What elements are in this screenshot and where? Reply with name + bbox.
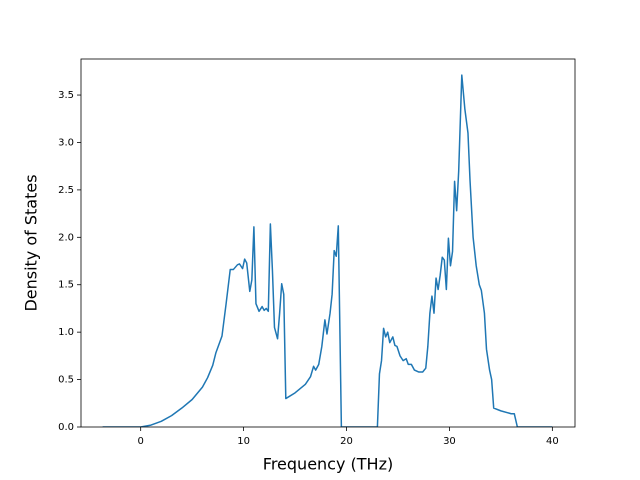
y-tick-label: 2.5 (58, 185, 74, 196)
y-tick-label: 3.5 (58, 90, 74, 101)
y-axis-label: Density of States (22, 174, 41, 311)
y-tick-label: 1.5 (58, 280, 74, 291)
x-tick-label: 10 (237, 436, 250, 447)
y-tick-label: 1.0 (58, 327, 74, 338)
y-tick-label: 0.5 (58, 375, 74, 386)
x-axis-label: Frequency (THz) (263, 455, 393, 474)
y-tick-label: 2.0 (58, 232, 74, 243)
x-tick-label: 30 (443, 436, 456, 447)
axes-frame (80, 58, 576, 428)
x-tick-label: 20 (340, 436, 353, 447)
x-tick-label: 0 (138, 436, 144, 447)
y-tick-label: 0.0 (58, 422, 74, 433)
y-tick-label: 3.0 (58, 137, 74, 148)
x-tick-label: 40 (546, 436, 559, 447)
line (102, 74, 553, 427)
